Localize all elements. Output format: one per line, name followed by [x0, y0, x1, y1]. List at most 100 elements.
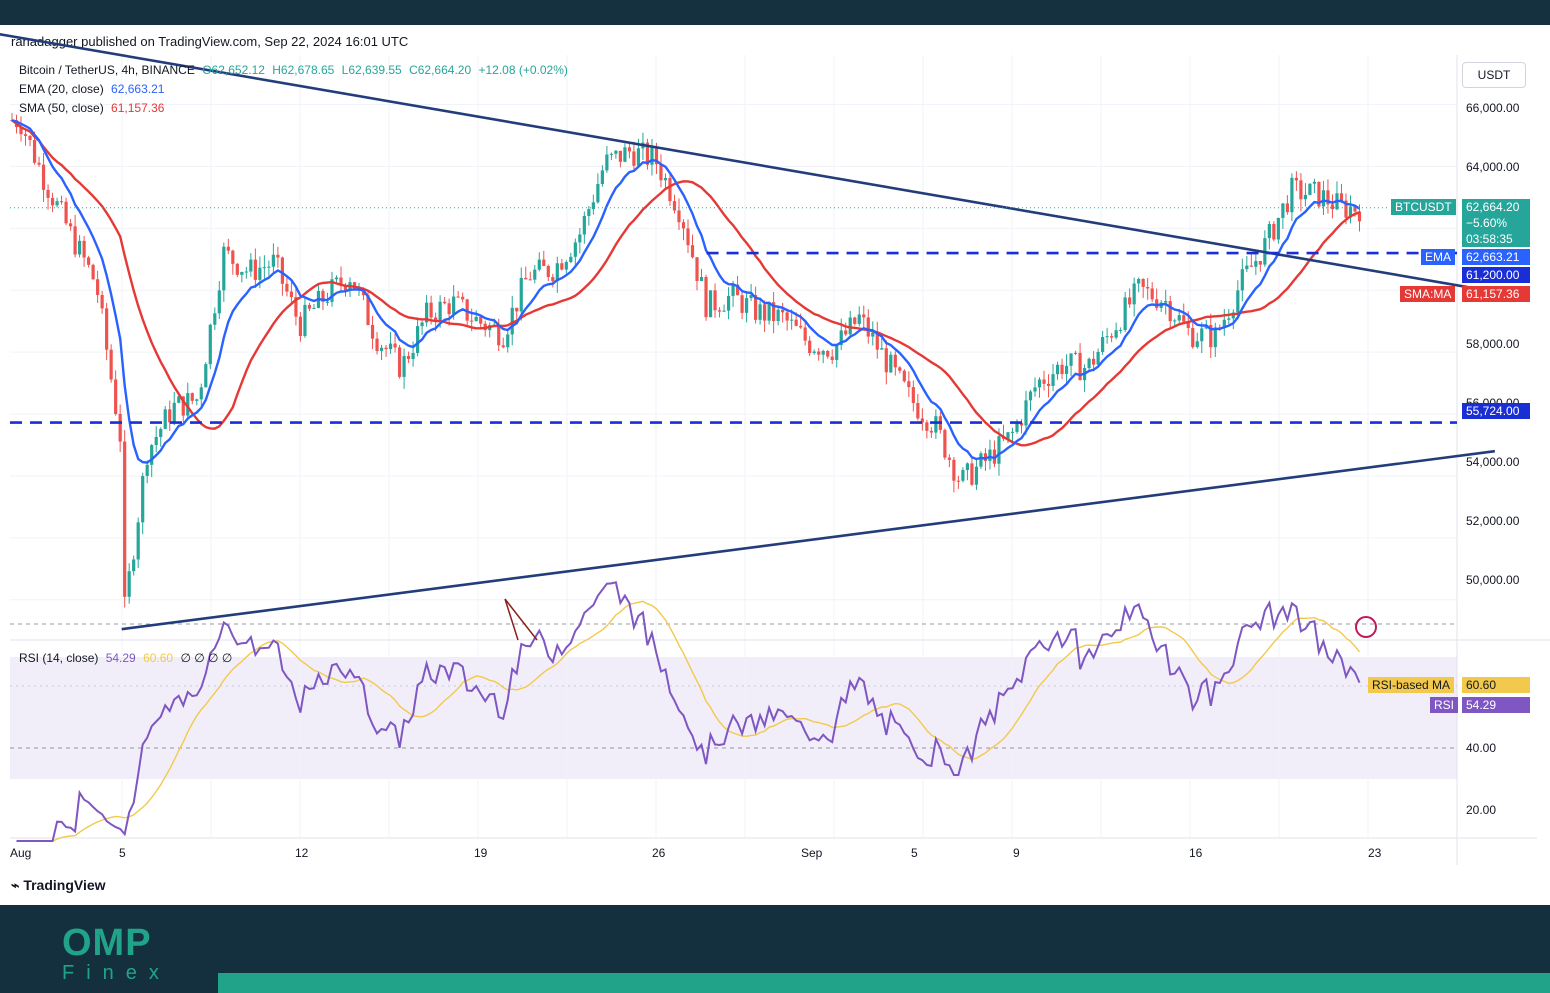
- level-55724-tag: 55,724.00: [1462, 403, 1530, 419]
- candle-body: [839, 330, 843, 346]
- candle-body: [334, 277, 339, 280]
- candle-body: [1276, 217, 1280, 240]
- candle-body: [668, 177, 672, 202]
- chart-svg[interactable]: 66,000.00 64,000.00 58,000.00 56,000.00 …: [0, 0, 1550, 905]
- candle-body: [560, 263, 564, 270]
- rsi-ma-line: [16, 600, 1361, 842]
- candle-body: [339, 277, 343, 286]
- legend-rsi-value: 54.29: [105, 651, 136, 665]
- candle-body: [1272, 223, 1276, 240]
- candle-body: [456, 296, 460, 298]
- candle-body: [181, 396, 185, 416]
- currency-selector[interactable]: USDT: [1462, 62, 1526, 88]
- candle-body: [808, 340, 812, 353]
- candle-body: [1195, 341, 1199, 348]
- candle-body: [686, 228, 690, 246]
- candle-body: [1186, 321, 1190, 329]
- candle-body: [1348, 206, 1353, 218]
- candle-body: [515, 307, 519, 312]
- candle-body: [754, 295, 758, 320]
- price-tick: 50,000.00: [1466, 573, 1520, 587]
- candle-body: [1231, 312, 1235, 319]
- candle-body: [884, 348, 888, 373]
- candle-body: [195, 399, 199, 401]
- candle-body: [240, 272, 244, 275]
- omp-subtitle: Finex: [62, 962, 171, 984]
- candle-body: [763, 304, 767, 321]
- candle-body: [898, 367, 902, 371]
- candle-body: [23, 134, 28, 136]
- candle-body: [1236, 290, 1240, 313]
- candle-body: [528, 279, 532, 281]
- candle-body: [285, 283, 289, 292]
- candle-body: [974, 466, 979, 485]
- candle-body: [411, 352, 415, 360]
- x-tick: Sep: [801, 846, 823, 860]
- candle-body: [303, 304, 307, 336]
- candle-body: [325, 301, 330, 303]
- candle-body: [970, 463, 974, 485]
- candle-body: [587, 209, 591, 216]
- candle-body: [249, 259, 253, 272]
- ema-line: [11, 119, 1361, 464]
- candle-body: [50, 197, 55, 206]
- candle-body: [1060, 364, 1064, 375]
- candle-body: [983, 453, 988, 461]
- btc-price-tag: 62,664.20: [1462, 199, 1530, 215]
- candle-body: [1028, 391, 1033, 401]
- legend-ema[interactable]: EMA (20, close) 62,663.21: [19, 82, 168, 96]
- candle-body: [866, 317, 870, 337]
- candle-body: [154, 436, 158, 446]
- candle-body: [330, 279, 334, 302]
- candle-body: [1321, 190, 1326, 207]
- candle-body: [1200, 328, 1204, 342]
- candle-body: [844, 330, 848, 335]
- legend-low: L62,639.55: [341, 63, 402, 77]
- x-tick: 26: [652, 846, 666, 860]
- legend-sma[interactable]: SMA (50, close) 61,157.36: [19, 101, 168, 115]
- candle-body: [461, 296, 465, 300]
- candle-body: [623, 147, 627, 162]
- candle-body: [213, 313, 217, 325]
- candle-body: [650, 147, 654, 165]
- candle-body: [1182, 315, 1186, 322]
- candle-body: [388, 343, 393, 350]
- legend-open: O62,652.12: [202, 63, 265, 77]
- candle-body: [943, 429, 947, 458]
- candle-body: [294, 297, 298, 317]
- candle-body: [186, 393, 190, 416]
- x-tick: 5: [911, 846, 918, 860]
- candle-body: [880, 348, 884, 350]
- candle-body: [708, 290, 713, 318]
- candle-body: [713, 290, 717, 311]
- candle-body: [681, 222, 686, 229]
- candle-body: [366, 295, 370, 325]
- candle-body: [735, 284, 740, 296]
- candle-body: [803, 327, 807, 341]
- candle-body: [222, 246, 226, 291]
- candle-body: [1015, 422, 1019, 432]
- candle-body: [231, 250, 235, 264]
- candle-body: [519, 277, 523, 312]
- candle-body: [596, 184, 600, 203]
- legend-rsi[interactable]: RSI (14, close) 54.29 60.60 ∅ ∅ ∅ ∅: [19, 651, 236, 665]
- candle-body: [1073, 352, 1078, 354]
- candle-body: [1213, 327, 1217, 348]
- candle-body: [163, 409, 167, 429]
- legend-rsi-ma-value: 60.60: [143, 651, 174, 665]
- candle-body: [1055, 364, 1060, 375]
- candle-body: [790, 319, 794, 321]
- candle-body: [470, 320, 474, 322]
- candle-body: [1092, 358, 1096, 365]
- candle-body: [1344, 200, 1348, 218]
- candle-body: [217, 290, 221, 314]
- candle-body: [1087, 358, 1091, 369]
- candle-body: [479, 316, 483, 324]
- candle-body: [857, 314, 861, 324]
- candle-body: [438, 301, 442, 322]
- candle-body: [925, 422, 929, 431]
- candle-body: [1042, 379, 1046, 384]
- candle-body: [893, 354, 897, 368]
- candle-body: [78, 240, 82, 255]
- candle-body: [794, 319, 798, 326]
